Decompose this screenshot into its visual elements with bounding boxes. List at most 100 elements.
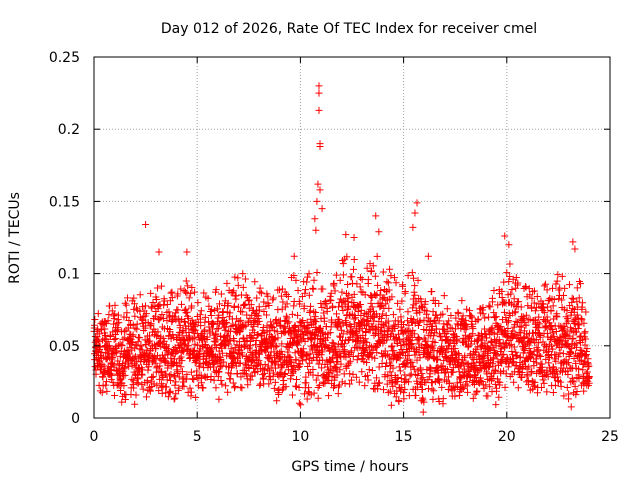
data-point [319,285,327,293]
data-point [271,378,279,386]
data-point [237,307,245,315]
data-point [146,351,154,359]
data-point [250,322,258,330]
data-point [408,333,416,341]
data-point [185,342,193,350]
data-point [534,347,542,355]
data-point [378,353,386,361]
data-point [491,367,499,375]
data-point [180,382,188,390]
data-point [547,322,555,330]
data-point [129,321,137,329]
data-point [414,276,422,284]
x-tick-label: 15 [395,429,413,445]
data-point [152,332,160,340]
data-point [305,384,313,392]
data-point [575,321,583,329]
data-point [573,284,581,292]
data-point [305,291,313,299]
data-point [155,248,163,256]
data-point [323,334,331,342]
data-point [524,334,532,342]
data-point [557,382,565,390]
data-point [486,383,494,391]
data-point [536,320,544,328]
data-point [239,283,247,291]
data-point [437,332,445,340]
data-point [336,276,344,284]
data-point [484,392,492,400]
data-point [212,358,220,366]
data-point [133,320,141,328]
data-point [410,288,418,296]
data-point [361,382,369,390]
chart-title: Day 012 of 2026, Rate Of TEC Index for r… [161,21,537,37]
data-point [295,399,303,407]
data-point [379,268,387,276]
data-point [131,324,139,332]
data-point [181,318,189,326]
data-point [321,343,329,351]
data-point [328,372,336,380]
data-point [549,388,557,396]
data-point [188,302,196,310]
data-point [283,319,291,327]
data-point [218,380,226,388]
data-point [295,326,303,334]
data-point [338,378,346,386]
data-point [417,366,425,374]
data-point [243,375,251,383]
data-point [563,360,571,368]
data-point [346,357,354,365]
data-point [545,359,553,367]
data-point [297,401,305,409]
data-point [582,369,590,377]
data-point [478,378,486,386]
data-point [164,361,172,369]
data-point [575,365,583,373]
data-point [349,370,357,378]
data-point [377,314,385,322]
data-point [241,300,249,308]
data-point [300,302,308,310]
data-point [409,223,417,231]
data-point [273,342,281,350]
data-point [315,106,323,114]
data-point [428,288,436,296]
data-point [215,395,223,403]
data-point [464,388,472,396]
data-point [153,284,161,292]
data-point [130,384,138,392]
data-point [259,324,267,332]
data-point [418,370,426,378]
data-point [412,391,420,399]
data-point [138,303,146,311]
data-point [316,325,324,333]
data-point [524,302,532,310]
data-point [332,364,340,372]
data-point [111,301,119,309]
data-point [274,361,282,369]
data-point [336,332,344,340]
data-point [383,278,391,286]
data-point [273,328,281,336]
data-point [398,297,406,305]
data-point [362,344,370,352]
data-point [361,335,369,343]
y-tick-label: 0.25 [49,50,80,66]
data-point [200,289,208,297]
data-point [179,326,187,334]
data-point [536,333,544,341]
data-point [281,303,289,311]
data-point [332,271,340,279]
data-point [341,348,349,356]
data-point [357,306,365,314]
y-axis-label: ROTI / TECUs [7,192,23,284]
data-point [364,376,372,384]
data-point [554,271,562,279]
data-point [263,311,271,319]
data-point [118,398,126,406]
data-point [136,334,144,342]
data-point [550,296,558,304]
data-point [583,345,591,353]
